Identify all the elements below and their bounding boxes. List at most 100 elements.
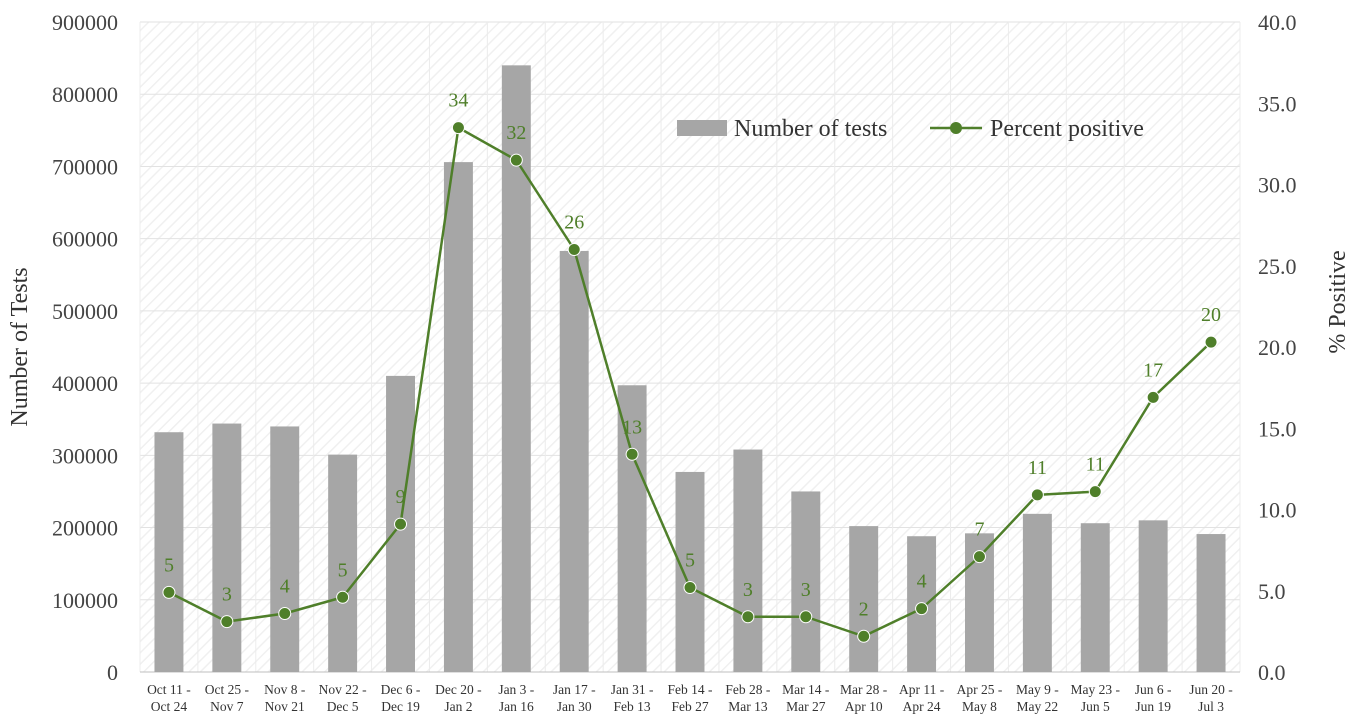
data-label: 4 — [917, 571, 927, 593]
y-axis-title: Number of Tests — [7, 267, 33, 426]
data-label: 4 — [280, 576, 290, 598]
data-label: 7 — [974, 519, 984, 541]
bar — [443, 162, 473, 672]
legend-label-tests: Number of tests — [734, 116, 887, 142]
x-tick-label: Jun 20 - Jul 3 — [1189, 682, 1233, 714]
x-tick-label-line: Jul 3 — [1198, 699, 1224, 714]
x-tick-label: May 9 - May 22 — [1016, 682, 1059, 714]
x-tick-label: Feb 14 - Feb 27 — [668, 682, 714, 714]
x-tick-label-line: Oct 11 - — [147, 682, 191, 697]
x-tick-label: Jan 3 - Jan 16 — [498, 682, 534, 714]
y-tick-label: 400000 — [52, 371, 118, 396]
x-tick-label: Feb 28 - Mar 13 — [725, 682, 771, 714]
y2-tick-label: 25.0 — [1258, 254, 1297, 279]
line-point — [1088, 485, 1102, 499]
x-tick-label: Jan 31 - Feb 13 — [611, 682, 654, 714]
y-tick-label: 200000 — [52, 516, 118, 541]
x-tick-label-line: Jun 5 — [1081, 699, 1110, 714]
x-tick-label-line: May 23 - — [1071, 682, 1121, 697]
data-label: 26 — [564, 212, 584, 234]
x-tick-label: Jun 6 - Jun 19 — [1135, 682, 1172, 714]
x-axis-ticks: Oct 11 - Oct 24 Oct 25 - Nov 7 Nov 8 - Nov 21… — [147, 682, 1233, 714]
line-point — [1146, 390, 1160, 404]
x-tick-label-line: Feb 28 - — [725, 682, 771, 697]
bar — [617, 385, 647, 672]
y2-axis-title: % Positive — [1325, 250, 1351, 353]
line-point — [220, 615, 234, 629]
data-label: 5 — [164, 554, 174, 576]
data-label: 5 — [685, 550, 695, 572]
y-tick-label: 100000 — [52, 588, 118, 613]
x-tick-label: Mar 28 - Apr 10 — [840, 682, 888, 714]
x-tick-label-line: Jan 31 - — [611, 682, 654, 697]
x-tick-label-line: Dec 20 - — [435, 682, 482, 697]
x-tick-label-line: Nov 22 - — [319, 682, 367, 697]
y2-tick-label: 30.0 — [1258, 173, 1297, 198]
x-tick-label-line: May 8 — [962, 699, 997, 714]
x-tick-label-line: Nov 7 — [210, 699, 244, 714]
x-tick-label-line: Apr 24 — [903, 699, 941, 714]
y-tick-label: 0 — [107, 660, 118, 685]
bar — [849, 526, 879, 672]
legend-swatch-tests — [677, 120, 727, 136]
x-tick-label: May 23 - Jun 5 — [1071, 682, 1121, 714]
y2-tick-label: 5.0 — [1258, 579, 1286, 604]
bar — [328, 454, 358, 672]
line-point — [1030, 488, 1044, 502]
line-point — [162, 585, 176, 599]
data-label: 9 — [396, 486, 406, 508]
x-tick-label-line: Feb 27 — [671, 699, 708, 714]
bar — [559, 250, 589, 672]
y2-tick-label: 0.0 — [1258, 660, 1286, 685]
x-tick-label-line: Feb 14 - — [668, 682, 714, 697]
legend: Number of tests Percent positive — [677, 116, 1144, 142]
x-tick-label: Nov 8 - Nov 21 — [264, 682, 306, 714]
y-tick-label: 700000 — [52, 154, 118, 179]
y2-tick-label: 15.0 — [1258, 416, 1297, 441]
x-tick-label-line: Jan 3 - — [498, 682, 534, 697]
legend-marker-positive — [950, 122, 962, 134]
data-label: 3 — [801, 579, 811, 601]
data-label: 34 — [448, 90, 468, 112]
x-tick-label-line: Jan 2 — [444, 699, 472, 714]
line-point — [972, 550, 986, 564]
x-tick-label-line: Apr 10 — [845, 699, 883, 714]
x-tick-label-line: May 22 — [1017, 699, 1059, 714]
bar — [733, 449, 763, 672]
x-tick-label-line: Jan 17 - — [553, 682, 596, 697]
line-point — [567, 243, 581, 256]
x-tick-label-line: Apr 25 - — [957, 682, 1003, 697]
x-tick-label-line: Jan 30 — [557, 699, 592, 714]
line-point — [915, 602, 929, 616]
x-tick-label-line: Dec 6 - — [381, 682, 421, 697]
line-point — [278, 607, 292, 620]
left-axis-ticks: 0 100000 200000 300000 400000 500000 600000 700… — [52, 10, 118, 685]
x-tick-label: Nov 22 - Dec 5 — [319, 682, 367, 714]
line-point — [394, 517, 408, 531]
y-tick-label: 600000 — [52, 227, 118, 252]
bar — [1138, 520, 1168, 672]
data-label: 3 — [222, 584, 232, 606]
data-label: 20 — [1201, 304, 1221, 326]
line-point — [741, 610, 755, 624]
x-tick-label-line: Oct 24 — [151, 699, 188, 714]
x-tick-label: Jan 17 - Jan 30 — [553, 682, 596, 714]
line-point — [857, 629, 871, 643]
bar — [791, 491, 821, 672]
x-tick-label-line: Jan 16 — [499, 699, 534, 714]
y-tick-label: 800000 — [52, 82, 118, 107]
x-tick-label-line: Apr 11 - — [899, 682, 945, 697]
y2-tick-label: 20.0 — [1258, 335, 1297, 360]
bar — [1080, 523, 1110, 672]
y2-tick-label: 35.0 — [1258, 91, 1297, 116]
data-label: 32 — [506, 122, 526, 144]
line-point — [625, 447, 639, 461]
line-point — [509, 153, 523, 167]
x-tick-label: Oct 25 - Nov 7 — [205, 682, 250, 714]
x-tick-label-line: Mar 14 - — [782, 682, 830, 697]
data-label: 13 — [622, 416, 642, 438]
x-tick-label: Dec 6 - Dec 19 — [381, 682, 421, 714]
data-label: 11 — [1086, 454, 1105, 476]
